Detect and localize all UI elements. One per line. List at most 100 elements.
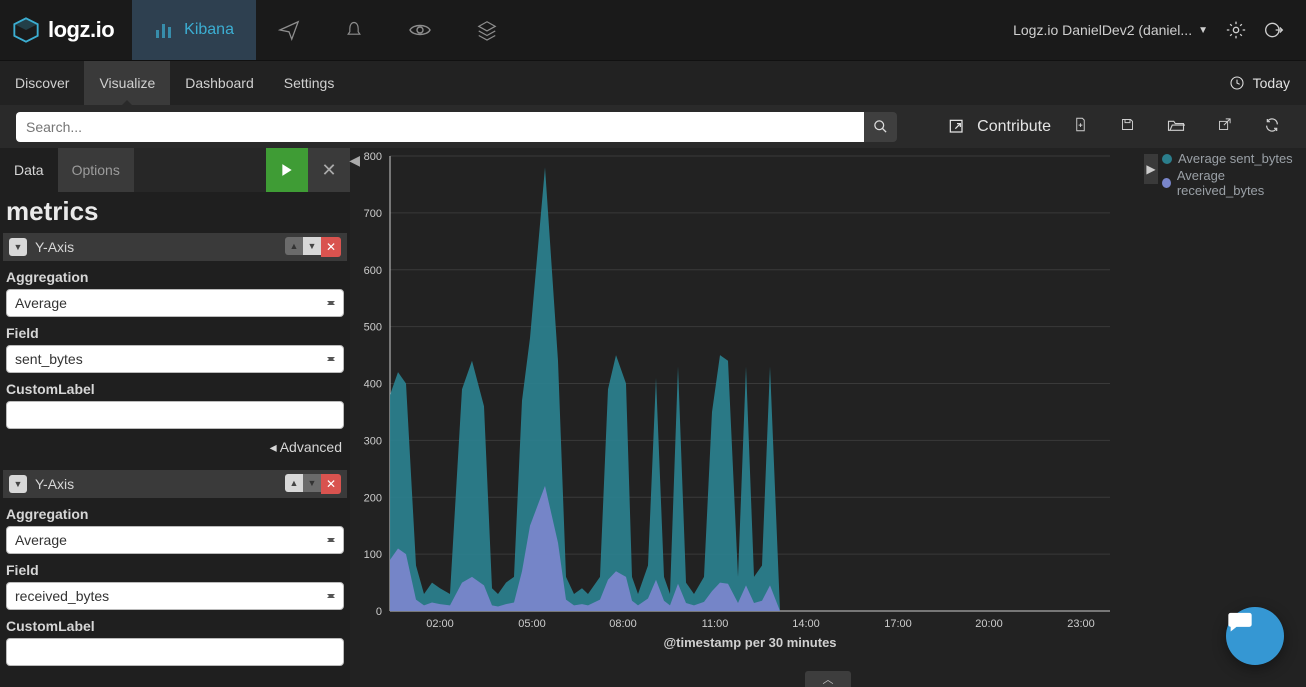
field-select[interactable]: received_bytes xyxy=(6,582,344,610)
nav-live[interactable] xyxy=(386,0,454,60)
field-select[interactable]: sent_bytes xyxy=(6,345,344,373)
custom-label-input[interactable] xyxy=(6,638,344,666)
svg-text:@timestamp per 30 minutes: @timestamp per 30 minutes xyxy=(663,635,836,650)
external-link-icon xyxy=(1217,117,1232,132)
axis-title: Y-Axis xyxy=(35,239,74,255)
play-icon xyxy=(281,163,293,177)
axis-header: ▼Y-Axis▲▼✕ xyxy=(3,233,347,261)
search-row: Contribute xyxy=(0,105,1306,148)
apply-button[interactable] xyxy=(266,148,308,192)
bell-icon xyxy=(344,20,364,40)
nav-kibana-label: Kibana xyxy=(184,21,234,39)
svg-text:300: 300 xyxy=(364,435,382,447)
contribute-button[interactable]: Contribute xyxy=(925,117,1073,137)
nav-kibana[interactable]: Kibana xyxy=(132,0,256,60)
user-menu[interactable]: Logz.io DanielDev2 (daniel... ▼ xyxy=(1013,22,1208,38)
new-viz-button[interactable] xyxy=(1073,116,1088,137)
svg-text:400: 400 xyxy=(364,379,382,391)
legend-label: Average sent_bytes xyxy=(1178,151,1293,166)
nav-layers[interactable] xyxy=(454,0,520,60)
main-area: ◀ Data Options ✕ metrics ▼Y-Axis▲▼✕Aggre… xyxy=(0,148,1306,687)
settings-button[interactable] xyxy=(1226,20,1246,40)
folder-open-icon xyxy=(1167,118,1185,132)
paper-plane-icon xyxy=(278,19,300,41)
contribute-label: Contribute xyxy=(977,118,1051,136)
axis-move-down-button[interactable]: ▼ xyxy=(303,237,321,255)
aggregation-select[interactable]: Average xyxy=(6,526,344,554)
svg-text:14:00: 14:00 xyxy=(792,618,820,630)
bar-chart-icon xyxy=(154,20,174,40)
config-panel: ◀ Data Options ✕ metrics ▼Y-Axis▲▼✕Aggre… xyxy=(0,148,350,687)
custom-label-input[interactable] xyxy=(6,401,344,429)
legend-label: Average received_bytes xyxy=(1177,168,1300,198)
svg-text:11:00: 11:00 xyxy=(702,618,729,630)
axis-move-up-button[interactable]: ▲ xyxy=(285,474,303,492)
aggregation-label: Aggregation xyxy=(0,498,350,526)
svg-text:05:00: 05:00 xyxy=(518,618,546,630)
logout-button[interactable] xyxy=(1264,20,1284,40)
subnav-item-visualize[interactable]: Visualize xyxy=(84,61,170,105)
sub-nav: DiscoverVisualizeDashboardSettings Today xyxy=(0,60,1306,105)
share-viz-button[interactable] xyxy=(1217,117,1232,136)
svg-text:100: 100 xyxy=(364,549,382,561)
legend-item[interactable]: Average sent_bytes xyxy=(1158,150,1304,167)
brand-bar: logz.io Kibana Logz.io DanielDev2 (danie… xyxy=(0,0,1306,60)
logo-icon xyxy=(12,16,40,44)
open-viz-button[interactable] xyxy=(1167,118,1185,136)
chat-button[interactable] xyxy=(1226,607,1284,665)
subnav-item-settings[interactable]: Settings xyxy=(269,61,350,105)
svg-text:02:00: 02:00 xyxy=(426,618,454,630)
custom-label-label: CustomLabel xyxy=(0,610,350,638)
collapse-panel-button[interactable]: ◀ xyxy=(349,152,360,169)
discard-button[interactable]: ✕ xyxy=(308,148,350,192)
layers-icon xyxy=(476,19,498,41)
advanced-toggle[interactable]: ◂ Advanced xyxy=(0,429,350,470)
subnav-item-discover[interactable]: Discover xyxy=(0,61,84,105)
config-tabs: Data Options ✕ xyxy=(0,148,350,192)
save-viz-button[interactable] xyxy=(1120,117,1135,136)
time-picker[interactable]: Today xyxy=(1229,75,1306,91)
save-icon xyxy=(1120,117,1135,132)
legend: ▶ Average sent_bytesAverage received_byt… xyxy=(1158,150,1304,199)
user-area: Logz.io DanielDev2 (daniel... ▼ xyxy=(1013,20,1306,40)
axis-move-down-button[interactable]: ▼ xyxy=(303,474,321,492)
axis-remove-button[interactable]: ✕ xyxy=(321,237,341,257)
area-chart: 010020030040050060070080002:0005:0008:00… xyxy=(350,148,1306,687)
legend-collapse-button[interactable]: ▶ xyxy=(1144,154,1158,184)
legend-swatch xyxy=(1162,178,1171,188)
axis-title: Y-Axis xyxy=(35,476,74,492)
nav-alerts[interactable] xyxy=(322,0,386,60)
svg-text:17:00: 17:00 xyxy=(884,618,912,630)
spy-panel-toggle[interactable]: ︿ xyxy=(805,671,851,687)
aggregation-label: Aggregation xyxy=(0,261,350,289)
search-box xyxy=(16,112,864,142)
tab-options[interactable]: Options xyxy=(58,148,134,192)
legend-swatch xyxy=(1162,154,1172,164)
subnav-item-dashboard[interactable]: Dashboard xyxy=(170,61,269,105)
axis-remove-button[interactable]: ✕ xyxy=(321,474,341,494)
tab-data[interactable]: Data xyxy=(0,148,58,192)
svg-text:600: 600 xyxy=(364,265,382,277)
contribute-icon xyxy=(947,117,967,137)
field-label: Field xyxy=(0,554,350,582)
nav-send[interactable] xyxy=(256,0,322,60)
logout-icon xyxy=(1264,20,1284,40)
svg-text:700: 700 xyxy=(364,208,382,220)
svg-text:500: 500 xyxy=(364,322,382,334)
svg-text:0: 0 xyxy=(376,606,382,618)
svg-text:800: 800 xyxy=(364,151,382,163)
logo[interactable]: logz.io xyxy=(0,0,132,60)
legend-item[interactable]: Average received_bytes xyxy=(1158,167,1304,199)
search-button[interactable] xyxy=(864,112,897,142)
search-input[interactable] xyxy=(26,119,854,135)
svg-text:20:00: 20:00 xyxy=(975,618,1003,630)
axis-toggle-button[interactable]: ▼ xyxy=(9,475,27,493)
axis-move-up-button[interactable]: ▲ xyxy=(285,237,303,255)
file-plus-icon xyxy=(1073,116,1088,133)
axis-toggle-button[interactable]: ▼ xyxy=(9,238,27,256)
aggregation-select[interactable]: Average xyxy=(6,289,344,317)
svg-text:08:00: 08:00 xyxy=(609,618,637,630)
refresh-button[interactable] xyxy=(1264,117,1280,137)
close-icon: ✕ xyxy=(321,160,336,181)
caret-down-icon: ▼ xyxy=(1198,25,1208,36)
